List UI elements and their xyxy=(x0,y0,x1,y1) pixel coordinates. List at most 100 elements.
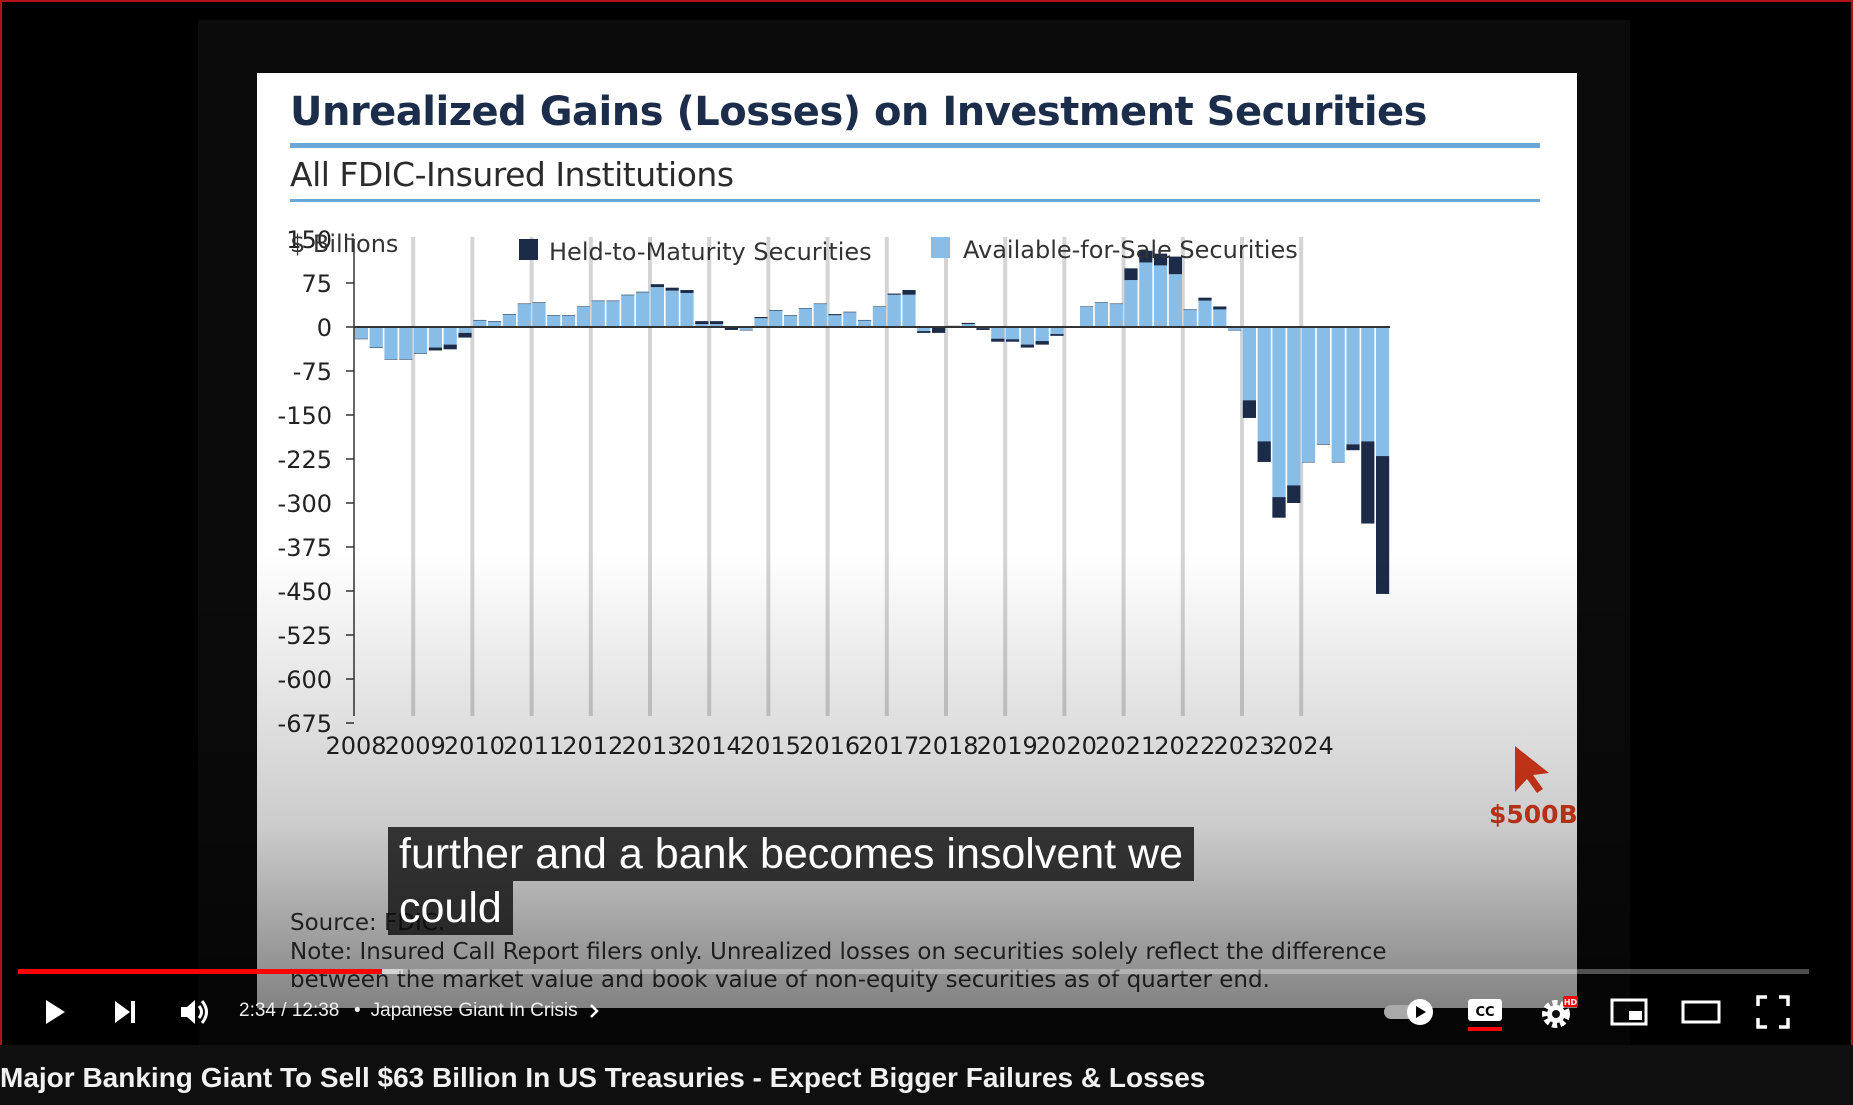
bar-htm xyxy=(1050,334,1064,336)
caption-line-2: could xyxy=(388,881,513,935)
bar-afs xyxy=(1050,327,1064,336)
bar-afs xyxy=(1168,274,1182,327)
bar-htm xyxy=(576,306,590,307)
settings-button[interactable]: HD xyxy=(1532,982,1584,1042)
video-player[interactable]: Unrealized Gains (Losses) on Investment … xyxy=(0,0,1853,1045)
bar-htm xyxy=(1168,256,1182,275)
theater-icon xyxy=(1681,1000,1721,1024)
bar-afs xyxy=(902,294,916,327)
autoplay-toggle[interactable] xyxy=(1380,982,1440,1042)
bar-htm xyxy=(399,359,413,360)
bar-htm xyxy=(414,353,428,354)
x-tick-label: 2015 xyxy=(740,732,801,760)
player-controls: 2:34 / 12:38 • Japanese Giant In Crisis … xyxy=(2,982,1851,1042)
bar-htm xyxy=(1361,441,1375,524)
x-tick-label: 2011 xyxy=(503,732,564,760)
mute-button[interactable] xyxy=(170,982,220,1042)
bar-afs xyxy=(562,315,576,327)
y-tick-label: -150 xyxy=(278,402,332,430)
bar-htm xyxy=(1257,441,1271,462)
bar-afs xyxy=(458,327,472,333)
svg-text:CC: CC xyxy=(1475,1005,1494,1020)
bar-htm xyxy=(872,306,886,307)
x-tick-label: 2020 xyxy=(1036,732,1097,760)
miniplayer-icon xyxy=(1610,998,1648,1026)
fullscreen-button[interactable] xyxy=(1748,982,1798,1042)
bar-afs xyxy=(961,324,975,327)
miniplayer-button[interactable] xyxy=(1604,982,1654,1042)
chapter-button[interactable]: • Japanese Giant In Crisis xyxy=(354,1000,602,1022)
bar-htm xyxy=(636,291,650,293)
bar-htm xyxy=(991,338,1005,342)
bar-afs xyxy=(887,294,901,327)
bar-afs xyxy=(1124,280,1138,327)
play-button[interactable] xyxy=(30,982,78,1042)
bar-htm xyxy=(354,338,368,340)
cc-icon: CC xyxy=(1468,999,1502,1031)
volume-icon xyxy=(181,1000,208,1024)
y-tick-label: -75 xyxy=(293,358,332,386)
bar-afs xyxy=(428,327,442,348)
bar-htm xyxy=(1346,444,1360,451)
bar-afs xyxy=(532,302,546,327)
bar-afs xyxy=(1272,327,1286,518)
y-tick-label: -300 xyxy=(278,490,332,518)
bar-afs xyxy=(872,306,886,327)
note-line-1: Note: Insured Call Report filers only. U… xyxy=(290,939,1387,965)
y-axis-label: $ Billions xyxy=(290,230,398,258)
bar-htm xyxy=(710,321,724,325)
bar-htm xyxy=(902,290,916,295)
bar-htm xyxy=(813,303,827,305)
video-title[interactable]: Major Banking Giant To Sell $63 Billion … xyxy=(0,1062,1206,1093)
bar-htm xyxy=(1183,309,1197,310)
legend-label-afs: Available-for-Sale Securities xyxy=(963,236,1298,264)
bar-htm xyxy=(754,317,768,319)
bar-htm xyxy=(606,300,620,302)
next-icon xyxy=(115,1001,135,1023)
bar-htm xyxy=(1154,253,1168,266)
gear-icon: HD xyxy=(1542,996,1578,1028)
caption-line-1: further and a bank becomes insolvent we xyxy=(388,827,1195,881)
bar-htm xyxy=(473,319,487,321)
x-tick-label: 2018 xyxy=(917,732,978,760)
bar-htm xyxy=(828,314,842,316)
bar-afs xyxy=(502,314,516,327)
bar-htm xyxy=(1213,306,1227,310)
bar-series xyxy=(354,250,1390,594)
bar-htm xyxy=(1198,297,1212,301)
x-tick-label: 2016 xyxy=(799,732,860,760)
bar-afs xyxy=(813,303,827,327)
bar-afs xyxy=(784,315,798,327)
slide-title: Unrealized Gains (Losses) on Investment … xyxy=(290,89,1428,135)
bar-htm xyxy=(1272,497,1286,518)
chevron-right-icon xyxy=(589,1004,599,1018)
bar-htm xyxy=(680,290,694,293)
subtitles-button[interactable]: CC xyxy=(1460,982,1510,1042)
next-button[interactable] xyxy=(101,982,149,1042)
bar-htm xyxy=(428,347,442,351)
bar-htm xyxy=(1139,250,1153,263)
bar-afs xyxy=(1242,327,1256,418)
bar-htm xyxy=(1094,302,1108,303)
bar-afs xyxy=(1361,327,1375,442)
bar-afs xyxy=(621,294,635,327)
progress-bar[interactable] xyxy=(18,969,1809,974)
x-tick-label: 2021 xyxy=(1095,732,1156,760)
bar-htm xyxy=(798,308,812,309)
y-tick-label: 75 xyxy=(301,270,332,298)
theater-mode-button[interactable] xyxy=(1676,982,1726,1042)
bar-afs xyxy=(1257,327,1271,462)
bar-htm xyxy=(1020,344,1034,348)
bar-htm xyxy=(443,344,457,350)
y-tick-label: 0 xyxy=(317,314,332,342)
bar-htm xyxy=(961,322,975,325)
x-tick-label: 2013 xyxy=(621,732,682,760)
bar-afs xyxy=(739,327,753,330)
bar-afs xyxy=(547,315,561,327)
bar-afs xyxy=(1331,327,1345,462)
bar-afs xyxy=(1346,327,1360,445)
bar-htm xyxy=(1302,461,1316,463)
gridlines xyxy=(411,237,1304,716)
bar-afs xyxy=(828,315,842,327)
bar-htm xyxy=(1109,303,1123,305)
